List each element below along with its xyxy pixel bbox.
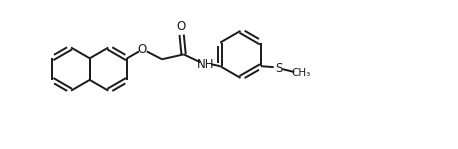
Text: S: S <box>275 62 282 75</box>
Text: NH: NH <box>196 58 214 71</box>
Text: O: O <box>138 43 147 56</box>
Text: CH₃: CH₃ <box>292 68 311 78</box>
Text: O: O <box>176 20 185 33</box>
